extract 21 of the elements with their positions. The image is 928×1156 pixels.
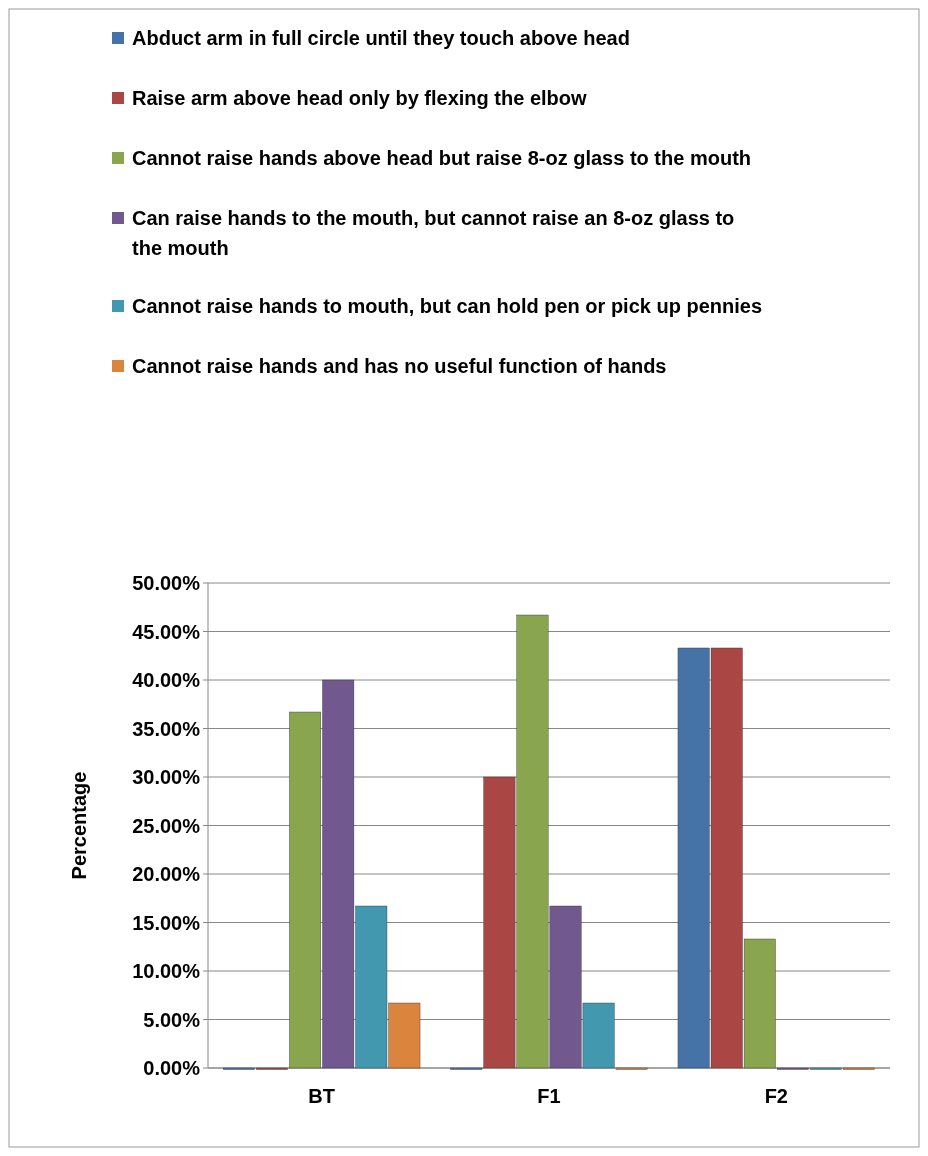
legend-label: Can raise hands to the mouth, but cannot raise an 8-oz glass to the mouth bbox=[132, 207, 735, 259]
y-axis-title: Percentage bbox=[68, 771, 90, 880]
y-tick-label: 10.00% bbox=[132, 960, 201, 982]
legend-label: Raise arm above head only by flexing the elbow bbox=[132, 87, 588, 109]
x-tick-label: BT bbox=[308, 1085, 335, 1107]
y-tick-label: 0.00% bbox=[143, 1057, 201, 1079]
legend-label: Abduct arm in full circle until they touch above head bbox=[132, 27, 630, 49]
y-tick-label: 15.00% bbox=[132, 911, 201, 934]
x-tick-label: F1 bbox=[537, 1085, 561, 1107]
y-tick-label: 45.00% bbox=[132, 620, 201, 643]
y-tick-label: 40.00% bbox=[132, 669, 201, 691]
legend-label: Cannot raise hands to mouth, but can hold pen or pick up pennies bbox=[132, 295, 763, 317]
y-tick-label: 30.00% bbox=[132, 766, 201, 788]
y-tick-label: 20.00% bbox=[132, 863, 201, 885]
y-tick-label: 25.00% bbox=[132, 814, 201, 837]
legend-label: Cannot raise hands and has no useful function of hands bbox=[132, 355, 667, 377]
y-tick-label: 35.00% bbox=[132, 717, 201, 740]
y-tick-label: 5.00% bbox=[143, 1008, 201, 1031]
y-tick-label: 50.00% bbox=[132, 572, 201, 594]
legend-label: Cannot raise hands above head but raise 8-oz glass to the mouth bbox=[132, 147, 752, 169]
x-tick-label: F2 bbox=[764, 1085, 789, 1107]
